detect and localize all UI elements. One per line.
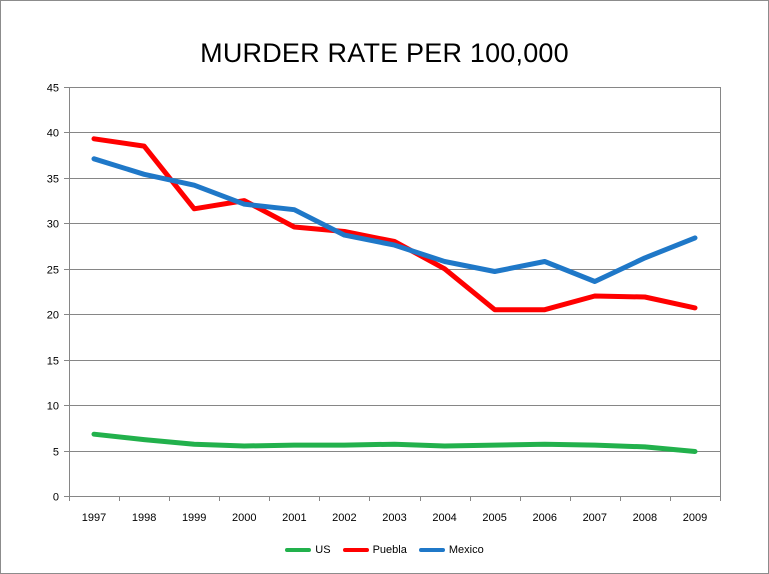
x-tick-label: 2000 <box>232 512 256 524</box>
legend-label: US <box>315 544 331 556</box>
x-tick-label: 2002 <box>332 512 356 524</box>
y-tick-label: 20 <box>47 310 59 322</box>
x-tick-label: 2001 <box>282 512 306 524</box>
y-tick-label: 0 <box>53 492 59 504</box>
legend-item-puebla: Puebla <box>342 544 407 556</box>
gridlines <box>69 87 720 452</box>
x-tick-label: 2008 <box>633 512 657 524</box>
chart-title: MURDER RATE PER 100,000 <box>200 38 569 68</box>
y-tick-label: 35 <box>47 174 59 186</box>
series-line-puebla <box>91 136 698 313</box>
y-tick-label: 45 <box>47 83 59 95</box>
y-tick-label: 10 <box>47 401 59 413</box>
legend-swatch <box>285 548 312 552</box>
y-tick-label: 40 <box>47 128 59 140</box>
series-line-us <box>91 431 698 454</box>
x-tick-label: 2005 <box>482 512 506 524</box>
legend-item-us: US <box>285 544 331 556</box>
y-tick-label: 5 <box>53 447 59 459</box>
tick-labels: 0 5 10 15 20 25 30 35 40 45 1997 1998 1999 2000 2001 20… <box>47 83 707 525</box>
y-tick-label: 15 <box>47 356 59 368</box>
x-tick-label: 2009 <box>683 512 707 524</box>
axes <box>64 87 721 501</box>
legend-label: Mexico <box>448 544 484 556</box>
x-tick-label: 1999 <box>182 512 206 524</box>
legend-swatch <box>342 548 369 552</box>
x-tick-label: 2006 <box>532 512 556 524</box>
y-tick-label: 25 <box>47 265 59 277</box>
x-tick-label: 1997 <box>82 512 106 524</box>
series-line-mexico <box>91 156 698 284</box>
legend-label: Puebla <box>372 544 407 556</box>
x-tick-label: 2007 <box>583 512 607 524</box>
x-tick-label: 1998 <box>132 512 156 524</box>
series-lines <box>91 136 698 454</box>
legend-swatch <box>418 548 445 552</box>
x-tick-label: 2003 <box>382 512 406 524</box>
y-tick-label: 30 <box>47 219 59 231</box>
legend-item-mexico: Mexico <box>418 544 484 556</box>
x-tick-label: 2004 <box>432 512 456 524</box>
legend: US Puebla Mexico <box>0 544 769 556</box>
